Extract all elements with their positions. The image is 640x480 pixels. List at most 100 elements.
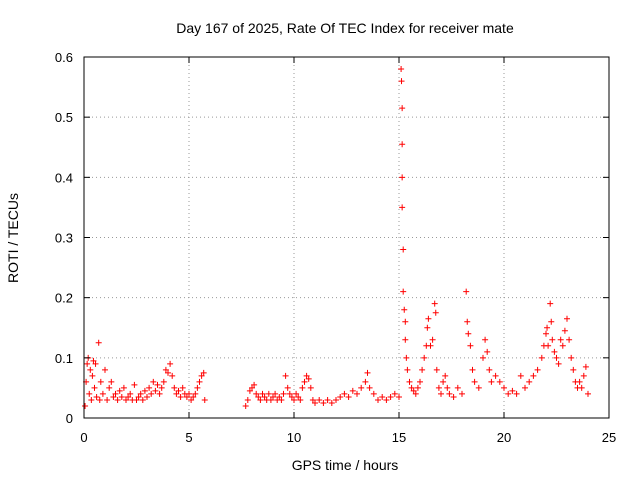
- data-point: [301, 378, 308, 385]
- data-point: [526, 378, 533, 385]
- data-point: [125, 393, 132, 400]
- data-point: [488, 378, 495, 385]
- data-point: [576, 378, 583, 385]
- data-point: [146, 384, 153, 391]
- data-point: [482, 336, 489, 343]
- y-axis-ticks: 0 0.1 0.2 0.3 0.4 0.5 0.6: [55, 50, 609, 426]
- data-point: [110, 393, 117, 400]
- x-tick-label: 0: [80, 430, 87, 445]
- data-point: [312, 399, 318, 406]
- data-point: [261, 393, 268, 400]
- data-point: [459, 390, 465, 397]
- data-point: [82, 402, 89, 409]
- data-point: [408, 384, 415, 391]
- data-point: [267, 396, 274, 403]
- data-point: [547, 300, 554, 307]
- data-point: [496, 378, 503, 385]
- data-point: [179, 384, 186, 391]
- data-point: [165, 369, 171, 376]
- data-point: [435, 384, 442, 391]
- data-point: [171, 384, 178, 391]
- data-point: [522, 384, 528, 391]
- data-point: [396, 393, 402, 400]
- data-point: [137, 390, 144, 397]
- data-point: [291, 396, 297, 403]
- data-point: [578, 384, 585, 391]
- data-point: [561, 327, 568, 334]
- y-axis-label: ROTI / TECUs: [5, 193, 21, 283]
- data-point: [90, 357, 97, 364]
- data-point: [106, 384, 113, 391]
- data-point: [442, 372, 449, 379]
- data-point: [91, 384, 98, 391]
- data-point: [249, 384, 255, 391]
- data-point: [464, 318, 471, 325]
- y-tick-label: 0: [66, 411, 73, 426]
- data-point: [568, 354, 575, 361]
- data-point: [198, 372, 205, 379]
- data-point: [505, 390, 512, 397]
- data-point: [86, 390, 93, 397]
- data-point: [169, 372, 176, 379]
- data-point: [534, 366, 541, 373]
- data-point: [116, 387, 123, 394]
- data-point: [270, 393, 276, 400]
- data-point: [450, 393, 457, 400]
- data-point: [387, 393, 394, 400]
- data-point: [307, 384, 314, 391]
- data-point: [492, 372, 499, 379]
- data-point: [414, 384, 421, 391]
- data-point: [328, 399, 335, 406]
- data-point: [557, 336, 564, 343]
- y-tick-label: 0.3: [55, 231, 73, 246]
- data-point: [299, 384, 306, 391]
- data-point: [194, 384, 201, 391]
- y-tick-label: 0.2: [55, 291, 73, 306]
- data-point: [305, 375, 312, 382]
- data-point: [551, 348, 558, 355]
- data-point: [559, 342, 566, 349]
- data-point: [549, 336, 556, 343]
- data-point: [566, 336, 573, 343]
- data-point: [280, 390, 287, 397]
- data-point: [480, 354, 486, 361]
- data-point: [440, 378, 447, 385]
- data-point: [118, 393, 125, 400]
- data-point: [293, 390, 300, 397]
- data-point: [545, 342, 552, 349]
- data-point: [133, 396, 140, 403]
- data-point: [144, 393, 150, 400]
- data-point: [93, 393, 100, 400]
- data-point: [201, 396, 208, 403]
- data-point: [364, 369, 371, 376]
- data-point: [513, 390, 520, 397]
- data-point: [417, 378, 423, 385]
- data-point: [375, 396, 381, 403]
- x-tick-label: 15: [392, 430, 406, 445]
- data-point: [354, 390, 360, 397]
- data-point: [412, 390, 419, 397]
- data-point: [303, 372, 310, 379]
- x-tick-label: 25: [602, 430, 616, 445]
- data-point: [89, 372, 96, 379]
- data-point: [421, 354, 428, 361]
- data-point: [104, 396, 111, 403]
- data-point: [400, 246, 407, 253]
- data-point: [278, 396, 285, 403]
- data-point: [444, 384, 451, 391]
- data-point: [427, 342, 434, 349]
- data-point: [446, 390, 453, 397]
- data-point: [570, 366, 577, 373]
- data-point: [88, 396, 95, 403]
- data-point: [135, 393, 142, 400]
- data-point: [337, 393, 344, 400]
- data-point: [383, 396, 390, 403]
- x-tick-label: 20: [497, 430, 511, 445]
- data-point: [99, 390, 106, 397]
- data-point: [406, 378, 413, 385]
- data-point: [156, 390, 163, 397]
- data-point: [108, 378, 115, 385]
- data-point: [112, 390, 119, 397]
- data-point: [509, 387, 516, 394]
